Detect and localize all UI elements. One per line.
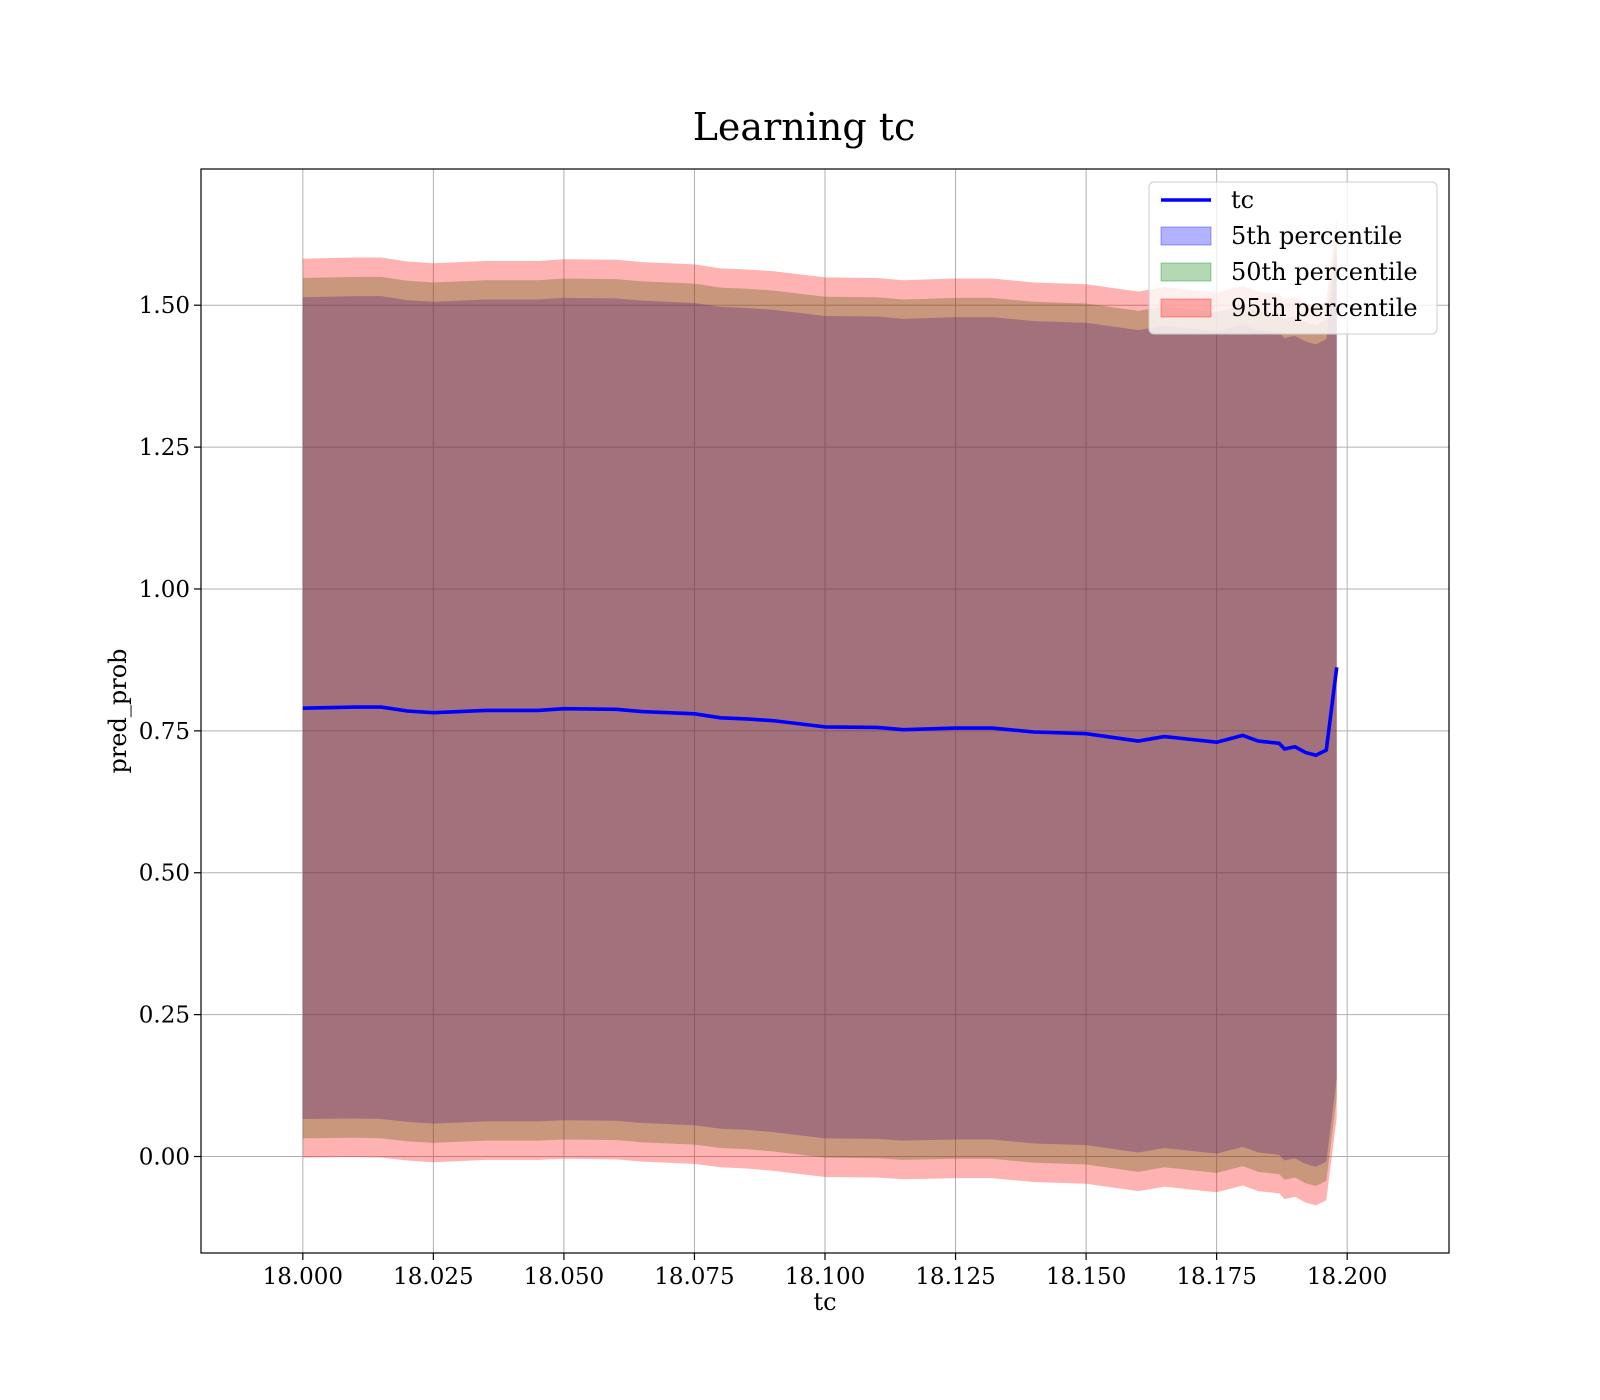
x-tick-label: 18.050 (524, 1264, 604, 1290)
y-ticks: 0.00 0.25 0.50 0.75 1.00 1.25 1.50 (139, 293, 201, 1171)
legend-label: 95th percentile (1231, 294, 1418, 322)
x-tick-label: 18.100 (785, 1264, 865, 1290)
line-tc (302, 667, 1339, 758)
x-tick-label: 18.025 (393, 1264, 473, 1290)
y-axis-label: pred_prob (104, 648, 132, 773)
y-tick-label: 1.25 (139, 435, 190, 461)
legend-swatch-band (1160, 262, 1212, 282)
y-tick-label: 1.00 (139, 577, 190, 603)
legend-label: tc (1231, 186, 1254, 214)
y-tick-label: 0.50 (139, 861, 190, 887)
y-tick-label: 0.25 (139, 1003, 190, 1029)
x-tick-label: 18.075 (654, 1264, 734, 1290)
percentile-bands (302, 217, 1337, 1206)
y-tick-label: 1.50 (139, 293, 190, 319)
x-tick-label: 18.200 (1307, 1264, 1387, 1290)
band-1 (302, 237, 1337, 1187)
y-tick-label: 0.75 (139, 719, 190, 745)
legend-box (1148, 181, 1438, 335)
band-0 (302, 256, 1337, 1167)
legend-swatch-band (1160, 226, 1212, 246)
chart-title: Learning tc (693, 105, 916, 149)
legend-label: 5th percentile (1231, 222, 1402, 250)
band-2 (302, 217, 1337, 1206)
y-tick-label: 0.00 (139, 1145, 190, 1171)
x-tick-label: 18.125 (915, 1264, 995, 1290)
x-tick-label: 18.000 (263, 1264, 343, 1290)
x-ticks: 18.000 18.025 18.050 18.075 18.100 18.125 18.1… (263, 1253, 1387, 1290)
x-tick-label: 18.175 (1176, 1264, 1256, 1290)
x-axis-label: tc (813, 1288, 836, 1316)
grid (201, 169, 1449, 1253)
series-lines (302, 667, 1339, 758)
legend: tc 5th percentile 50th percentile 95th perc… (1148, 181, 1438, 335)
x-tick-label: 18.150 (1046, 1264, 1126, 1290)
legend-swatch-band (1160, 298, 1212, 318)
legend-label: 50th percentile (1231, 258, 1418, 286)
